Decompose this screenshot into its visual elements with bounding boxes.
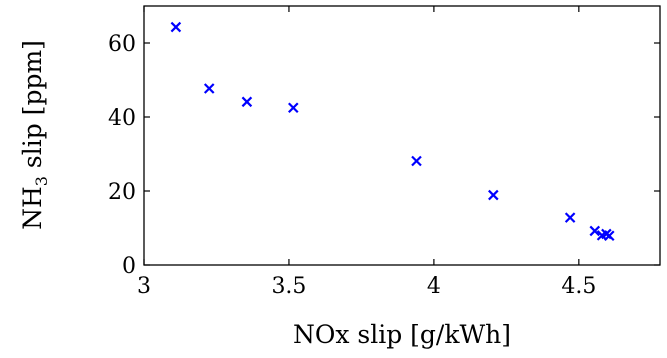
data-point — [241, 96, 253, 108]
x-tick-label: 4 — [427, 274, 441, 299]
y-axis-label-rest: slip [ppm] — [18, 40, 47, 176]
data-point — [411, 155, 422, 167]
y-tick-label: 0 — [122, 254, 136, 279]
plot-frame — [143, 5, 661, 266]
data-point — [288, 102, 299, 114]
data-point-stroke — [288, 102, 299, 114]
data-point — [564, 212, 576, 223]
data-point — [203, 83, 215, 94]
data-point-stroke — [203, 83, 215, 94]
y-tick-label: 60 — [108, 32, 136, 57]
y-axis-label-sub: 3 — [32, 176, 51, 186]
data-point — [603, 230, 615, 242]
y-tick-label: 40 — [108, 106, 136, 131]
data-point-stroke — [488, 189, 499, 201]
x-tick-label: 3 — [137, 274, 151, 299]
data-point-stroke — [411, 155, 422, 167]
y-axis-label: NH3 slip [ppm] — [18, 40, 51, 230]
axis-ticks: 3 3.5 4 4.5 0 20 40 60 — [108, 6, 660, 299]
y-tick-label: 20 — [108, 180, 136, 205]
x-tick-label: 4.5 — [561, 274, 596, 299]
data-points — [170, 21, 615, 242]
data-point — [589, 225, 601, 237]
y-axis-label-main: NH — [18, 186, 47, 230]
data-point — [170, 21, 182, 33]
data-point-stroke — [564, 212, 576, 223]
data-point-stroke — [603, 230, 615, 242]
data-point-stroke — [241, 96, 253, 108]
x-axis-label: NOx slip [g/kWh] — [293, 320, 511, 349]
data-point-stroke — [170, 21, 182, 33]
data-point-stroke — [589, 225, 601, 237]
data-point — [488, 189, 499, 201]
x-tick-label: 3.5 — [271, 274, 306, 299]
